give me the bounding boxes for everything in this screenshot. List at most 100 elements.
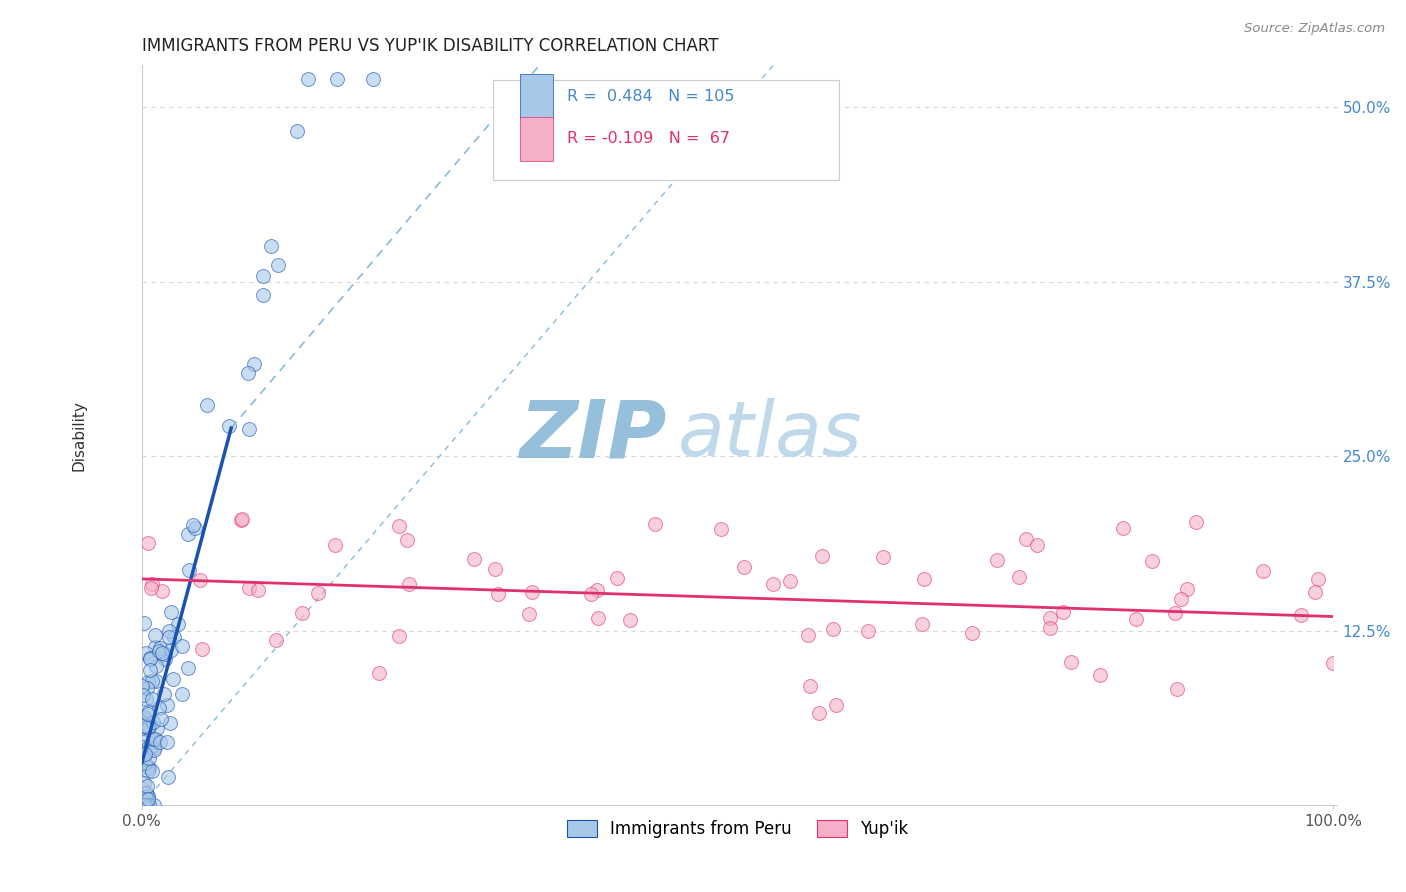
- Point: [138, 751, 160, 765]
- Point: [134, 797, 156, 812]
- Point: [619, 613, 641, 627]
- Point: [1306, 572, 1329, 586]
- Point: [139, 663, 162, 677]
- Point: [143, 797, 166, 812]
- Point: [159, 715, 181, 730]
- Point: [148, 644, 170, 658]
- Point: [135, 792, 157, 806]
- Point: [522, 585, 544, 599]
- Point: [143, 628, 166, 642]
- Point: [1322, 656, 1344, 670]
- Point: [136, 760, 159, 774]
- Point: [138, 674, 160, 689]
- Point: [157, 771, 180, 785]
- Point: [150, 647, 173, 661]
- Point: [150, 712, 173, 726]
- Point: [138, 761, 160, 775]
- Point: [267, 258, 290, 272]
- Point: [139, 651, 162, 665]
- Point: [131, 740, 153, 755]
- Point: [134, 711, 156, 725]
- Point: [138, 797, 160, 812]
- Point: [1039, 621, 1062, 635]
- Point: [183, 521, 205, 535]
- Point: [1088, 667, 1111, 681]
- Point: [142, 714, 165, 729]
- Point: [872, 549, 894, 564]
- Point: [141, 674, 163, 689]
- Point: [135, 797, 157, 812]
- Point: [135, 692, 157, 706]
- Point: [136, 779, 159, 793]
- Point: [163, 630, 186, 644]
- Point: [149, 640, 172, 655]
- Point: [135, 797, 157, 812]
- Point: [132, 746, 155, 760]
- Point: [157, 631, 180, 645]
- Point: [796, 628, 818, 642]
- Point: [1008, 570, 1031, 584]
- Point: [1164, 606, 1187, 620]
- Text: atlas: atlas: [678, 398, 862, 472]
- Point: [1170, 592, 1192, 607]
- Point: [710, 522, 733, 536]
- Point: [912, 572, 935, 586]
- Point: [986, 553, 1008, 567]
- Point: [762, 576, 785, 591]
- Point: [297, 72, 319, 87]
- Point: [131, 714, 153, 729]
- Text: IMMIGRANTS FROM PERU VS YUP'IK DISABILITY CORRELATION CHART: IMMIGRANTS FROM PERU VS YUP'IK DISABILIT…: [142, 37, 718, 55]
- Legend: Immigrants from Peru, Yup'ik: Immigrants from Peru, Yup'ik: [560, 814, 915, 845]
- Point: [238, 581, 260, 595]
- Point: [131, 781, 153, 796]
- Point: [132, 688, 155, 702]
- Point: [606, 571, 628, 585]
- Point: [136, 789, 159, 804]
- Point: [132, 775, 155, 789]
- Point: [326, 72, 349, 87]
- Point: [141, 764, 163, 778]
- Point: [291, 606, 314, 620]
- Point: [368, 665, 391, 680]
- Point: [243, 357, 266, 371]
- Point: [1125, 612, 1147, 626]
- Point: [149, 735, 172, 749]
- Point: [136, 720, 159, 734]
- Point: [644, 516, 666, 531]
- Point: [195, 398, 218, 412]
- Point: [190, 573, 212, 587]
- Point: [1140, 554, 1163, 568]
- Point: [170, 639, 193, 653]
- Point: [132, 797, 155, 812]
- Point: [152, 583, 174, 598]
- Point: [1038, 611, 1060, 625]
- Point: [231, 513, 253, 527]
- Point: [142, 732, 165, 747]
- Point: [1251, 564, 1274, 578]
- Point: [484, 561, 506, 575]
- Point: [856, 624, 879, 639]
- Point: [138, 704, 160, 718]
- Point: [960, 626, 983, 640]
- Point: [134, 710, 156, 724]
- Point: [136, 536, 159, 550]
- Point: [134, 719, 156, 733]
- Point: [463, 551, 485, 566]
- Point: [135, 787, 157, 801]
- Point: [145, 674, 167, 689]
- Point: [824, 698, 846, 712]
- Point: [252, 287, 274, 301]
- Point: [136, 706, 159, 721]
- Point: [218, 419, 240, 434]
- Point: [155, 735, 177, 749]
- Point: [159, 642, 181, 657]
- Point: [1303, 585, 1326, 599]
- Point: [1175, 582, 1198, 596]
- Point: [136, 740, 159, 755]
- Point: [141, 692, 163, 706]
- Point: [191, 642, 214, 657]
- Point: [142, 740, 165, 755]
- Point: [170, 687, 193, 701]
- Point: [156, 698, 179, 713]
- Point: [1289, 608, 1312, 623]
